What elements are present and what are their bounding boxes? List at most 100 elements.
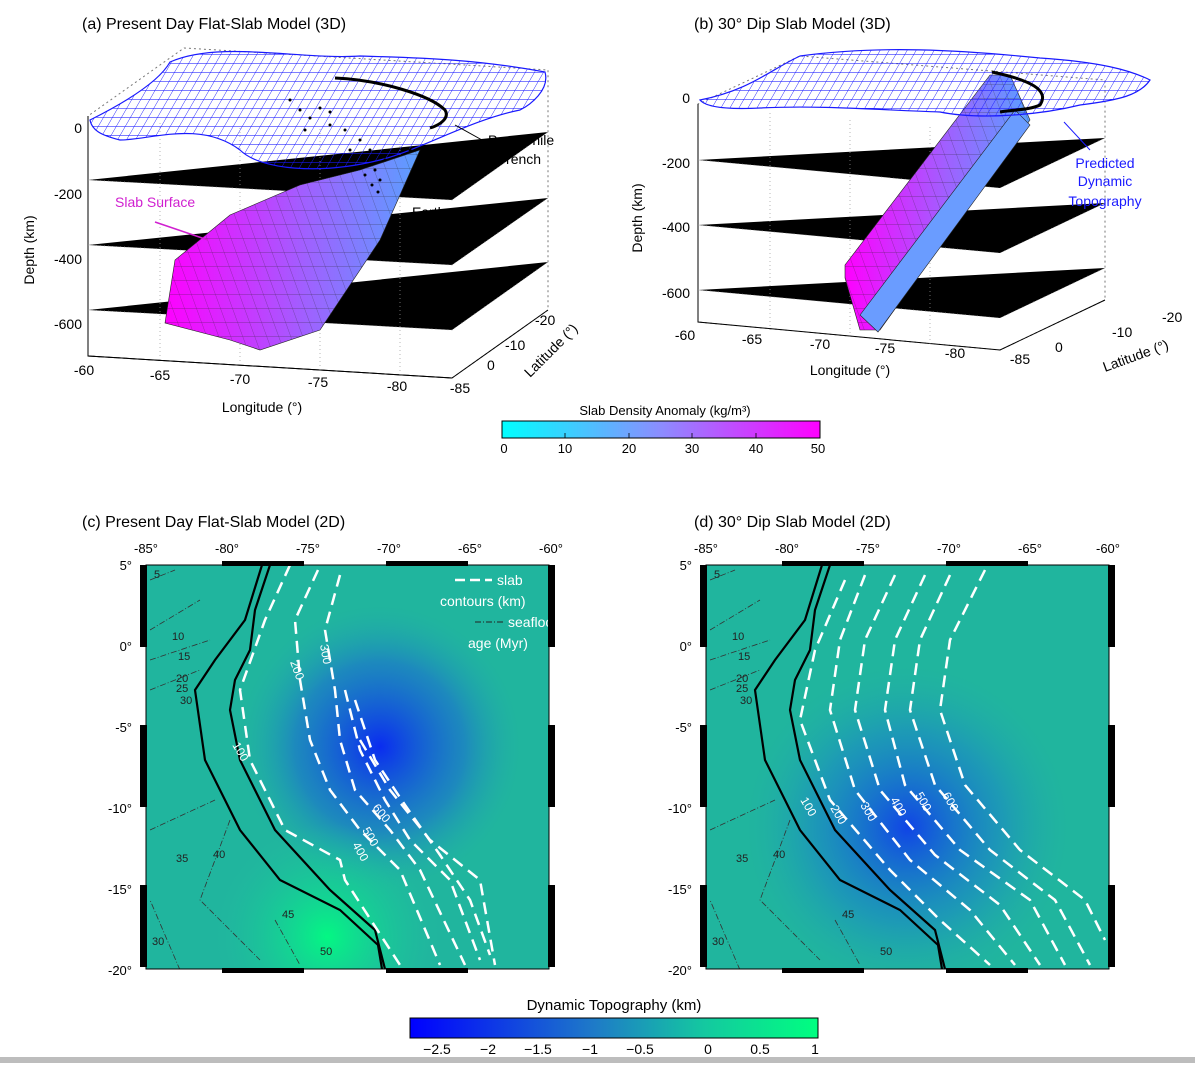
panel-a-lat-label: Latitude (°) [521, 320, 581, 380]
tick: 50 [811, 441, 825, 456]
tick: -85 [1010, 351, 1030, 367]
panel-b-slab-mesh [845, 75, 1030, 330]
age-label: 35 [736, 853, 748, 865]
density-colorbar-title: Slab Density Anomaly (kg/m³) [579, 403, 750, 418]
tick: -5° [115, 720, 132, 735]
tick: -75° [856, 541, 880, 556]
panel-d: (d) 30° Dip Slab Model (2D) 100 200 [668, 514, 1120, 978]
age-label: 45 [282, 909, 294, 921]
tick: −2 [480, 1041, 496, 1057]
tick: -75° [296, 541, 320, 556]
tick: -200 [662, 155, 690, 171]
panel-b-depth-label: Depth (km) [629, 183, 645, 252]
age-label: 5 [154, 569, 160, 581]
tick: -600 [662, 285, 690, 301]
panel-c-title: (c) Present Day Flat-Slab Model (2D) [82, 514, 345, 531]
density-colorbar-ticks: 0 10 20 30 40 50 [500, 441, 825, 456]
tick: -20° [668, 963, 692, 978]
age-label: 40 [773, 849, 785, 861]
panel-a-axes-box [87, 47, 549, 379]
legend-text: contours (km) [440, 593, 526, 609]
panel-d-age-labels: 5 10 15 20 25 30 35 40 45 50 30 [712, 569, 892, 958]
panel-d-low [706, 565, 1109, 969]
panel-d-lat-ticks: 5° 0° -5° -10° -15° -20° [668, 558, 692, 978]
panel-b-topo-arrow [1063, 121, 1091, 151]
panel-d-lon-ticks: -85° -80° -75° -70° -65° -60° [694, 541, 1120, 556]
panel-c-age-labels: 5 10 15 20 25 30 35 40 45 50 30 [152, 569, 332, 958]
panel-a-trench-line [334, 76, 448, 130]
panel-c-lat-ticks: 5° 0° -5° -10° -15° -20° [108, 558, 132, 978]
tick: -60° [1096, 541, 1120, 556]
panel-c: (c) Present Day Flat-Slab Model (2D) [82, 514, 563, 978]
tick: 0° [680, 639, 692, 654]
topo-label-line: Topography [1068, 193, 1141, 209]
tick: -85° [694, 541, 718, 556]
tick: -65 [150, 367, 170, 383]
tick: -70 [810, 336, 830, 352]
tick: -80 [945, 345, 965, 361]
tick: -15° [668, 882, 692, 897]
panel-a-depth-label: Depth (km) [21, 215, 37, 284]
panel-c-legend: slab contours (km) seafloor age (Myr) [440, 572, 558, 651]
age-label: 25 [176, 683, 188, 695]
density-colorbar: Slab Density Anomaly (kg/m³) 0 10 20 30 … [500, 403, 825, 456]
panel-d-trench [753, 565, 944, 969]
panel-b-axes-box [697, 55, 1106, 351]
topography-colorbar-title: Dynamic Topography (km) [527, 997, 702, 1014]
panel-c-age-contours [149, 569, 301, 969]
density-colorbar-ticks-marks [564, 433, 757, 438]
topography-colorbar-bar [409, 1017, 819, 1039]
tick: −2.5 [423, 1041, 451, 1057]
tick: 5° [120, 558, 132, 573]
tick: 10 [558, 441, 572, 456]
panel-b-topography-mesh [698, 49, 1151, 117]
tick: 0.5 [750, 1041, 770, 1057]
tick: -70 [230, 371, 250, 387]
panel-d-coastline [788, 565, 947, 969]
panel-a-slab-mesh [165, 150, 420, 350]
tick: -10° [668, 801, 692, 816]
tick: −1.5 [524, 1041, 552, 1057]
tick: 0 [74, 120, 82, 136]
density-colorbar-bar [501, 420, 821, 439]
panel-b-lon-label: Longitude (°) [810, 362, 890, 378]
tick: 30 [685, 441, 699, 456]
age-label: 25 [736, 683, 748, 695]
panel-a-lon-ticks: -60 -65 -70 -75 -80 -85 [74, 362, 470, 396]
tick: 0 [704, 1041, 712, 1057]
tick: -10 [1112, 324, 1132, 340]
panel-b-depth-ticks: 0 -200 -400 -600 [662, 90, 690, 301]
tick: 0° [120, 639, 132, 654]
tick: -70° [377, 541, 401, 556]
age-label: 30 [712, 936, 724, 948]
tick: -15° [108, 882, 132, 897]
age-label: 30 [152, 936, 164, 948]
tick: −0.5 [626, 1041, 654, 1057]
tick: -85° [134, 541, 158, 556]
panel-b-trench-line [991, 70, 1044, 114]
tick: -65 [742, 331, 762, 347]
contour-label: 200 [287, 658, 307, 682]
legend-text: seafloor [508, 614, 558, 630]
panel-d-slab-contours [798, 569, 1107, 966]
tick: 5° [680, 558, 692, 573]
tick: -20° [108, 963, 132, 978]
panel-b-lat-ticks: 0 -10 -20 [1055, 309, 1182, 355]
panel-a-earthquake-arrow [422, 164, 441, 198]
panel-c-coastline [228, 565, 387, 969]
tick: -75 [875, 340, 895, 356]
tick: 0 [682, 90, 690, 106]
panel-a-slab-surface-label: Slab Surface [115, 194, 195, 210]
tick: -85 [450, 380, 470, 396]
tick: -60° [539, 541, 563, 556]
panel-a-depth-ticks: 0 -200 -400 -600 [54, 120, 82, 332]
age-label: 10 [732, 631, 744, 643]
tick: -65° [1018, 541, 1042, 556]
age-label: 50 [320, 946, 332, 958]
panel-b-topo-label: Predicted Dynamic Topography [1068, 155, 1141, 209]
tick: 0 [1055, 339, 1063, 355]
panel-d-frame-ticks [700, 561, 1115, 973]
age-label: 30 [740, 695, 752, 707]
